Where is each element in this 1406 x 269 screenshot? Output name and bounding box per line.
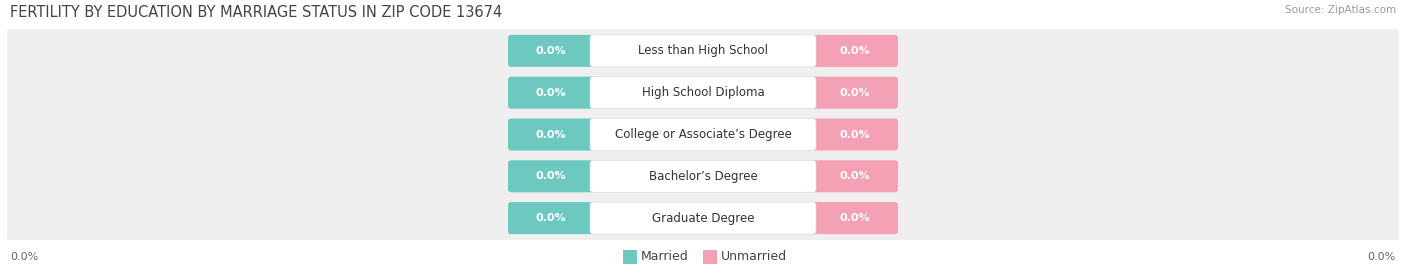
FancyBboxPatch shape: [508, 202, 593, 234]
Text: 0.0%: 0.0%: [839, 46, 870, 56]
Text: Married: Married: [641, 250, 689, 264]
Text: FERTILITY BY EDUCATION BY MARRIAGE STATUS IN ZIP CODE 13674: FERTILITY BY EDUCATION BY MARRIAGE STATU…: [10, 5, 502, 20]
Text: 0.0%: 0.0%: [536, 46, 567, 56]
FancyBboxPatch shape: [813, 77, 898, 109]
Text: 0.0%: 0.0%: [536, 213, 567, 223]
Text: High School Diploma: High School Diploma: [641, 86, 765, 99]
Text: 0.0%: 0.0%: [536, 129, 567, 140]
FancyBboxPatch shape: [591, 35, 815, 67]
Text: Less than High School: Less than High School: [638, 44, 768, 57]
FancyBboxPatch shape: [623, 250, 637, 264]
FancyBboxPatch shape: [508, 119, 593, 150]
FancyBboxPatch shape: [508, 77, 593, 109]
FancyBboxPatch shape: [7, 196, 1399, 240]
FancyBboxPatch shape: [703, 250, 717, 264]
FancyBboxPatch shape: [813, 202, 898, 234]
FancyBboxPatch shape: [591, 160, 815, 192]
Text: 0.0%: 0.0%: [1368, 252, 1396, 262]
FancyBboxPatch shape: [508, 35, 593, 67]
Text: 0.0%: 0.0%: [839, 171, 870, 181]
Text: Graduate Degree: Graduate Degree: [652, 212, 754, 225]
FancyBboxPatch shape: [591, 119, 815, 150]
FancyBboxPatch shape: [7, 113, 1399, 156]
Text: Unmarried: Unmarried: [721, 250, 787, 264]
FancyBboxPatch shape: [813, 160, 898, 192]
FancyBboxPatch shape: [813, 119, 898, 150]
FancyBboxPatch shape: [813, 35, 898, 67]
Text: 0.0%: 0.0%: [839, 129, 870, 140]
FancyBboxPatch shape: [591, 77, 815, 109]
FancyBboxPatch shape: [591, 202, 815, 234]
Text: 0.0%: 0.0%: [536, 171, 567, 181]
Text: Source: ZipAtlas.com: Source: ZipAtlas.com: [1285, 5, 1396, 15]
Text: 0.0%: 0.0%: [536, 88, 567, 98]
FancyBboxPatch shape: [508, 160, 593, 192]
Text: 0.0%: 0.0%: [839, 213, 870, 223]
Text: 0.0%: 0.0%: [839, 88, 870, 98]
FancyBboxPatch shape: [7, 154, 1399, 198]
Text: 0.0%: 0.0%: [10, 252, 38, 262]
FancyBboxPatch shape: [7, 71, 1399, 115]
FancyBboxPatch shape: [7, 29, 1399, 73]
Text: College or Associate’s Degree: College or Associate’s Degree: [614, 128, 792, 141]
Text: Bachelor’s Degree: Bachelor’s Degree: [648, 170, 758, 183]
